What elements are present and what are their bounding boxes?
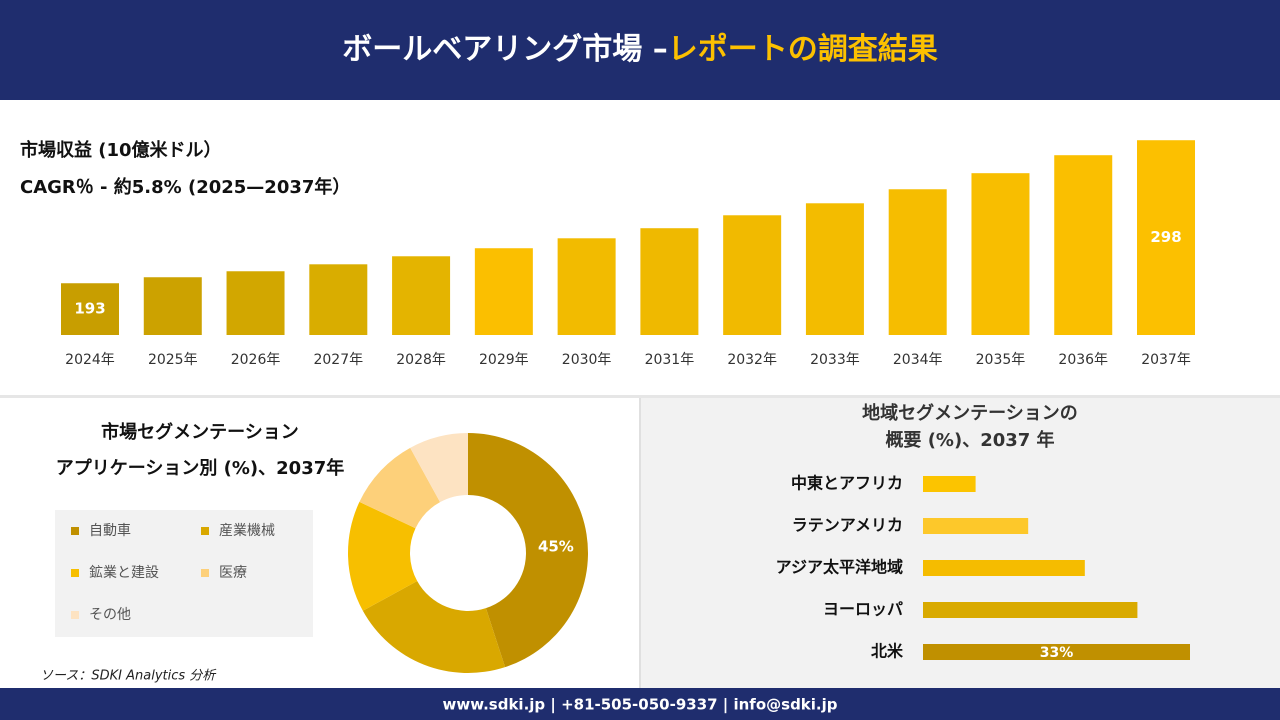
x-tick-label: 2026年 (231, 352, 281, 368)
bar (309, 264, 368, 335)
donut-segment (359, 447, 441, 529)
x-tick-label: 2028年 (396, 352, 446, 368)
chart-title: 概要 (%)、2037 年 (885, 429, 1054, 451)
legend-label: 産業機械 (219, 523, 275, 539)
footer-bar (0, 688, 1280, 720)
bar (143, 277, 202, 335)
bar (557, 238, 616, 335)
bar (923, 560, 1085, 576)
x-tick-label: 2025年 (148, 352, 198, 368)
panel-divider (639, 398, 641, 688)
bar (640, 228, 699, 335)
legend-marker (71, 569, 79, 577)
bar (61, 283, 119, 335)
bar (888, 189, 947, 335)
data-label: 298 (1150, 228, 1181, 246)
legend-marker (71, 527, 79, 535)
x-tick-label: 2024年 (65, 352, 115, 368)
y-tick-label: アジア太平洋地域 (776, 558, 903, 577)
divider (0, 395, 1280, 398)
x-tick-label: 2032年 (727, 352, 777, 368)
legend-label: 鉱業と建設 (89, 564, 159, 581)
x-tick-label: 2035年 (976, 352, 1026, 368)
region-panel (641, 398, 1280, 688)
y-tick-label: 中東とアフリカ (791, 474, 903, 493)
donut-segment (410, 433, 468, 503)
bar (1054, 155, 1113, 335)
legend-label: 自動車 (89, 522, 131, 539)
header-bar (0, 0, 1280, 100)
x-tick-label: 2034年 (893, 352, 943, 368)
bar (226, 271, 285, 335)
x-tick-label: 2027年 (313, 352, 363, 368)
donut-segment (348, 501, 418, 611)
x-tick-label: 2031年 (645, 352, 695, 368)
legend-marker (201, 527, 209, 535)
x-tick-label: 2033年 (810, 352, 860, 368)
donut-segment (362, 580, 506, 673)
bar (923, 644, 1190, 660)
chart-title: 市場収益 (10億米ドル） (20, 139, 222, 161)
y-tick-label: ヨーロッパ (823, 600, 903, 619)
y-tick-label: 北米 (871, 642, 904, 661)
bar (923, 518, 1029, 534)
legend-label: 医療 (219, 564, 247, 581)
chart-subtitle: CAGR％ - 約5.8% (2025—2037年） (20, 176, 350, 198)
bar (474, 248, 533, 335)
bar (923, 476, 976, 492)
data-label: 33% (1040, 645, 1074, 661)
donut-segment (468, 433, 588, 668)
data-label: 193 (74, 300, 105, 318)
data-label: 45% (538, 538, 574, 556)
bar (1137, 140, 1196, 335)
legend-marker (71, 611, 79, 619)
x-tick-label: 2036年 (1058, 352, 1108, 368)
bar (923, 602, 1138, 618)
bar (392, 256, 451, 335)
x-tick-label: 2030年 (562, 352, 612, 368)
title-highlight: レポートの調査結果 (668, 32, 938, 67)
title-main: ボールベアリング市場 – (342, 32, 667, 67)
header-title: ボールベアリング市場 –レポートの調査結果 (342, 32, 937, 67)
bar (805, 203, 864, 335)
footer-contact: www.sdki.jp | +81-505-050-9337 | info@sd… (442, 696, 837, 715)
chart-subtitle: アプリケーション別 (%)、2037年 (56, 457, 345, 479)
bar (971, 173, 1030, 335)
x-tick-label: 2037年 (1141, 352, 1191, 368)
x-tick-label: 2029年 (479, 352, 529, 368)
source: ソース：SDKI Analytics 分析 (40, 669, 217, 684)
legend-marker (201, 569, 209, 577)
chart-title: 地域セグメンテーションの (862, 402, 1078, 424)
legend-label: その他 (89, 607, 131, 623)
chart-title: 市場セグメンテーション (101, 421, 299, 443)
bar (723, 215, 782, 335)
legend-box (55, 510, 313, 637)
y-tick-label: ラテンアメリカ (792, 516, 903, 535)
